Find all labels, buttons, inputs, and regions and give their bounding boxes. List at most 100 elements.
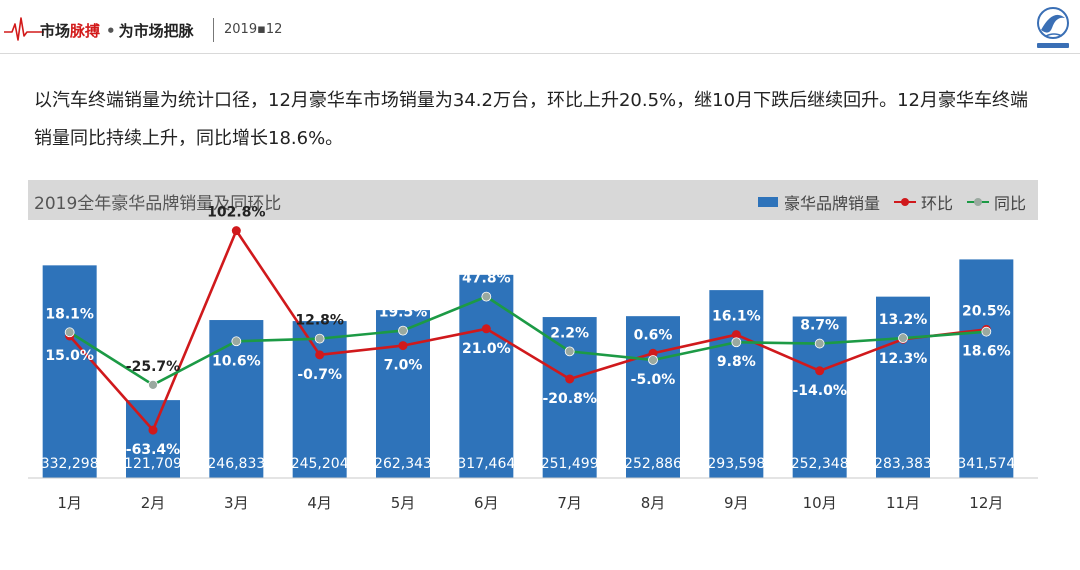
yoy-label-1: 18.1% — [45, 306, 94, 322]
bar-8 — [626, 316, 680, 478]
brand-suffix: 为市场把脉 — [118, 22, 194, 40]
yoy-point-5 — [398, 325, 408, 336]
x-tick-label-12: 12月 — [969, 494, 1003, 512]
yoy-label-4: 12.8% — [295, 313, 344, 329]
mom-label-1: 15.0% — [45, 348, 94, 364]
brand-prefix: 市场 — [40, 22, 71, 40]
yoy-series-line — [68, 295, 987, 387]
bar-value-label-4: 245,204 — [291, 456, 349, 472]
bar-value-label-1: 332,298 — [41, 456, 99, 472]
bar-value-label-9: 293,598 — [707, 456, 765, 472]
mom-label-2: -63.4% — [126, 442, 180, 458]
yoy-point-12 — [981, 326, 992, 337]
yoy-point-8 — [648, 355, 658, 365]
bar-value-label-3: 246,833 — [207, 456, 265, 472]
x-tick-label-1: 1月 — [57, 494, 82, 512]
yoy-label-2: -25.7% — [126, 359, 180, 375]
bar-value-label-8: 252,886 — [624, 456, 682, 472]
summary-text: 以汽车终端销量为统计口径，12月豪华车市场销量为34.2万台，环比上升20.5%… — [34, 90, 1028, 149]
mom-point-4 — [315, 350, 325, 360]
brand-highlight: 脉搏 — [70, 22, 101, 40]
brand-title: 市场脉搏 • 为市场把脉 — [40, 20, 194, 41]
x-tick-label-9: 9月 — [724, 494, 749, 512]
bar-9 — [709, 290, 764, 478]
mom-label-5: 7.0% — [384, 358, 423, 374]
yoy-point-3 — [231, 336, 242, 347]
yoy-label-6: 47.8% — [462, 271, 511, 287]
yoy-label-7: 2.2% — [550, 325, 589, 341]
mom-point-7 — [565, 374, 575, 384]
yoy-label-9: 9.8% — [717, 354, 756, 370]
bar-3 — [209, 320, 264, 478]
mom-label-6: 21.0% — [462, 341, 511, 357]
mom-label-12: 20.5% — [962, 303, 1011, 319]
chart-legend: 豪华品牌销量 环比 同比 — [744, 190, 1026, 214]
yoy-point-9 — [731, 337, 742, 348]
chart-title: 2019全年豪华品牌销量及同环比 — [34, 194, 282, 214]
mom-label-4: -0.7% — [297, 367, 342, 383]
x-tick-label-2: 2月 — [141, 494, 166, 512]
yoy-point-4 — [314, 333, 325, 344]
bar-7 — [542, 317, 597, 478]
header-divider — [0, 53, 1080, 54]
header-date: 2019▪12 — [224, 22, 283, 37]
bar-value-label-11: 283,383 — [874, 456, 932, 472]
chart-panel: 2019全年豪华品牌销量及同环比 豪华品牌销量 环比 同比 332,298 121… — [28, 180, 1038, 526]
mom-label-3: 102.8% — [207, 205, 265, 221]
x-tick-label-5: 5月 — [391, 494, 416, 512]
yoy-point-6 — [481, 291, 492, 302]
x-tick-label-6: 6月 — [474, 494, 499, 512]
yoy-label-12: 18.6% — [962, 344, 1011, 360]
yoy-label-8: -5.0% — [631, 372, 676, 388]
x-tick-label-8: 8月 — [641, 494, 666, 512]
yoy-point-11 — [898, 333, 908, 344]
yoy-label-5: 19.5% — [379, 305, 428, 321]
yoy-label-11: 13.2% — [879, 312, 928, 328]
mom-point-3 — [231, 226, 241, 236]
header-separator — [213, 18, 214, 42]
bar-1 — [42, 265, 97, 478]
bar-12 — [959, 259, 1014, 478]
bar-2 — [126, 400, 180, 478]
legend-item-mom: 环比 — [893, 190, 953, 214]
mom-point-6 — [481, 324, 491, 334]
bar-value-label-2: 121,709 — [124, 456, 182, 472]
legend-label-mom: 环比 — [920, 194, 953, 213]
legend-label-yoy: 同比 — [993, 194, 1026, 213]
mom-label-11: 12.3% — [879, 351, 928, 367]
x-tick-label-7: 7月 — [557, 494, 582, 512]
chart-header-band: 2019全年豪华品牌销量及同环比 豪华品牌销量 环比 同比 — [28, 180, 1038, 220]
pulse-icon — [4, 17, 44, 41]
bar-value-label-12: 341,574 — [957, 456, 1015, 472]
header-bar: 市场脉搏 • 为市场把脉 2019▪12 — [0, 0, 1080, 60]
bar-value-label-10: 252,348 — [791, 456, 849, 472]
x-tick-label-3: 3月 — [224, 494, 249, 512]
mom-label-7: -20.8% — [542, 391, 596, 407]
mom-series-line — [68, 229, 987, 432]
yoy-point-2 — [148, 379, 158, 390]
chart-plot: 332,298 121,709 246,833 245,204 262,343 317,4… — [28, 205, 1038, 512]
bar-5 — [376, 310, 430, 478]
yoy-point-10 — [814, 338, 825, 349]
mom-label-10: -14.0% — [792, 383, 846, 399]
bar-value-label-6: 317,464 — [457, 456, 515, 472]
mom-point-9 — [731, 330, 741, 340]
yoy-point-7 — [564, 346, 575, 357]
bar-11 — [876, 296, 930, 478]
bar-value-label-7: 251,499 — [541, 456, 599, 472]
brand-dot: • — [106, 22, 116, 40]
legend-item-yoy: 同比 — [966, 190, 1026, 214]
mom-label-8: 0.6% — [634, 327, 673, 343]
mom-point-5 — [398, 341, 408, 351]
bar-value-label-5: 262,343 — [374, 456, 432, 472]
bar-4 — [292, 321, 347, 478]
mom-label-9: 16.1% — [712, 309, 761, 325]
x-tick-label-4: 4月 — [307, 494, 332, 512]
legend-item-sales: 豪华品牌销量 — [757, 190, 880, 214]
yoy-label-3: 10.6% — [212, 353, 261, 369]
mom-point-8 — [648, 348, 658, 358]
x-tick-label-11: 11月 — [886, 494, 920, 512]
legend-swatch-yoy — [966, 197, 989, 207]
mom-point-10 — [815, 366, 825, 376]
yoy-label-10: 8.7% — [800, 318, 839, 334]
